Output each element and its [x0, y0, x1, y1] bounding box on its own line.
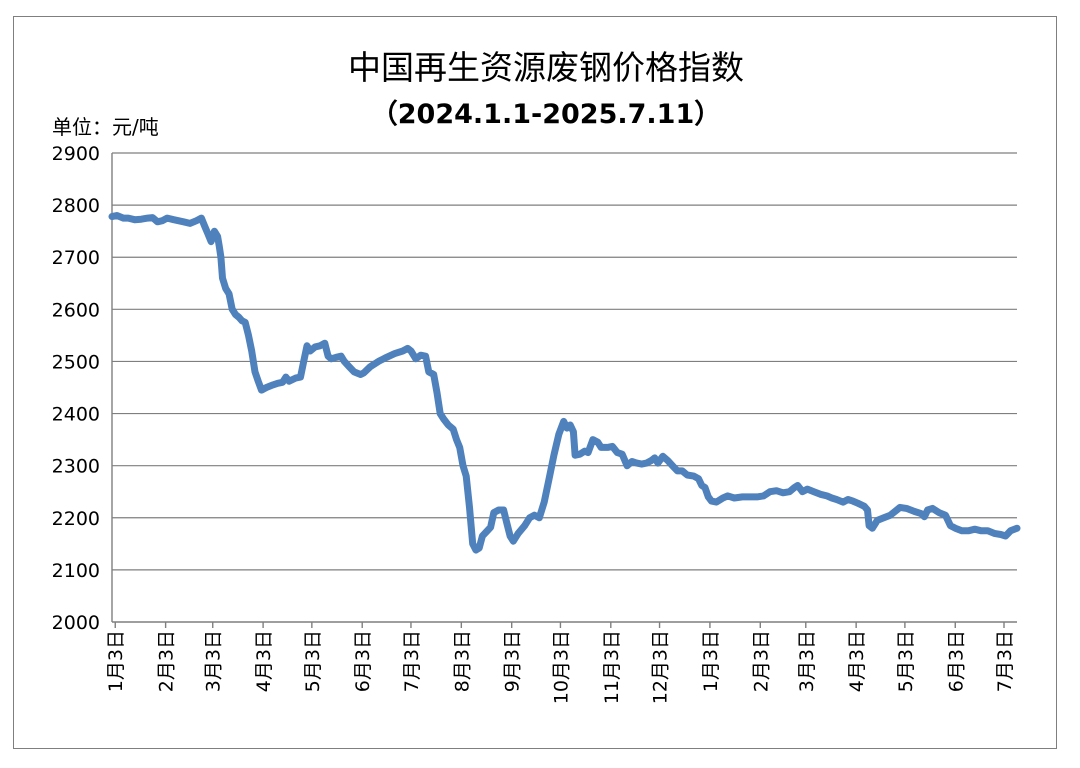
chart-subtitle: （2024.1.1-2025.7.11）	[371, 99, 721, 130]
y-tick-label: 2100	[52, 560, 100, 582]
y-tick-label: 2200	[52, 508, 100, 530]
x-tick-label: 1月3日	[105, 630, 127, 692]
x-tick-label: 6月3日	[945, 630, 967, 692]
chart-title: 中国再生资源废钢价格指数	[348, 48, 744, 87]
x-tick-label: 6月3日	[352, 630, 374, 692]
x-tick-label: 5月3日	[302, 630, 324, 692]
x-tick-label: 3月3日	[796, 630, 818, 692]
x-tick-label: 12月3日	[650, 630, 672, 704]
y-tick-label: 2300	[52, 456, 100, 478]
unit-label: 单位：元/吨	[52, 115, 159, 139]
gridlines	[111, 152, 1017, 623]
y-tick-label: 2900	[52, 143, 100, 165]
y-tick-label: 2600	[52, 299, 100, 321]
y-tick-label: 2700	[52, 247, 100, 269]
x-tick-label: 1月3日	[700, 630, 722, 692]
y-tick-label: 2000	[52, 612, 100, 634]
x-tick-label: 8月3日	[451, 630, 473, 692]
x-tick-label: 4月3日	[253, 630, 275, 692]
chart-frame: 中国再生资源废钢价格指数 （2024.1.1-2025.7.11） 单位：元/吨…	[13, 16, 1057, 749]
x-axis-ticks: 1月3日 2月3日 3月3日 4月3日 5月3日 6月3日 7月3日 8月3日 9月3日 10月3…	[105, 622, 1016, 704]
y-tick-label: 2500	[52, 351, 100, 373]
x-tick-label: 2月3日	[750, 630, 772, 692]
x-tick-label: 3月3日	[203, 630, 225, 692]
x-tick-label: 5月3日	[895, 630, 917, 692]
x-tick-label: 10月3日	[550, 630, 572, 704]
x-tick-label: 11月3日	[601, 630, 623, 704]
line-chart: 中国再生资源废钢价格指数 （2024.1.1-2025.7.11） 单位：元/吨…	[52, 48, 1021, 704]
x-tick-label: 9月3日	[502, 630, 524, 692]
x-tick-label: 2月3日	[156, 630, 178, 692]
series-layer	[108, 212, 1021, 554]
x-tick-label: 4月3日	[846, 630, 868, 692]
y-tick-label: 2400	[52, 404, 100, 426]
series-line	[108, 212, 1021, 554]
x-tick-label: 7月3日	[994, 630, 1016, 692]
y-axis-ticks: 2000 2100 2200 2300 2400 2500 2600 2700 2800 2900	[52, 143, 100, 634]
x-tick-label: 7月3日	[401, 630, 423, 692]
y-tick-label: 2800	[52, 195, 100, 217]
